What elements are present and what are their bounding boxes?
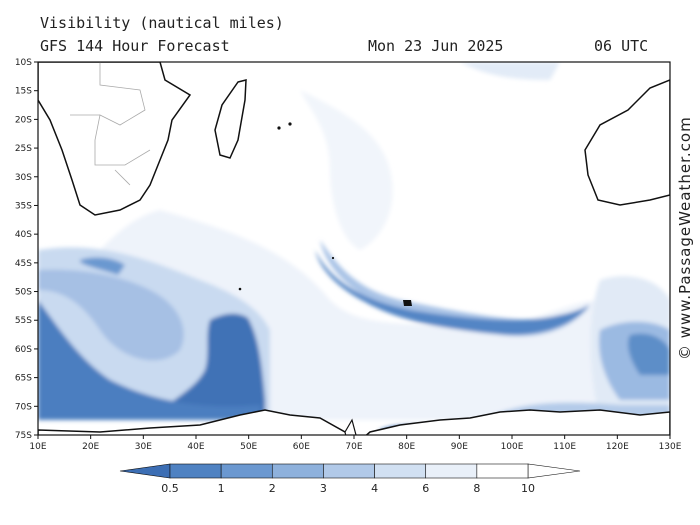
legend-swatch: [323, 463, 375, 479]
lat-tick-label: 65S: [15, 374, 32, 384]
lat-tick-label: 40S: [15, 230, 32, 240]
lon-tick-label: 10E: [29, 442, 46, 452]
antarctic-peninsula: [344, 418, 357, 435]
lat-tick-label: 25S: [15, 144, 32, 154]
fog-zone-central: [150, 313, 265, 420]
lon-tick-label: 100E: [501, 442, 524, 452]
lat-tick-label: 55S: [15, 316, 32, 326]
australia-landmass: [584, 79, 670, 206]
legend-label: 8: [473, 482, 480, 495]
legend-label: 4: [371, 482, 378, 495]
lon-tick-label: 130E: [659, 442, 682, 452]
kerguelen-island: [403, 300, 412, 306]
forecast-subtitle: GFS 144 Hour Forecast: [40, 37, 230, 55]
lat-tick-label: 20S: [15, 115, 32, 125]
legend-label: 10: [521, 482, 535, 495]
map-area: [38, 62, 670, 435]
africa-borders: [70, 62, 151, 186]
lat-tick-label: 50S: [15, 288, 32, 298]
lon-tick-label: 110E: [553, 442, 576, 452]
legend-label: 1: [218, 482, 225, 495]
haze-zone-mid: [300, 90, 393, 250]
lon-tick-label: 60E: [293, 442, 310, 452]
lon-tick-label: 120E: [606, 442, 629, 452]
fog-zone-east: [628, 333, 670, 375]
antarctica-west: [38, 409, 349, 435]
fog-zone-southwest: [38, 300, 262, 420]
lat-tick-label: 70S: [15, 402, 32, 412]
legend-labels: 0.5 1 2 3 4 6 8 10: [161, 482, 535, 495]
legend: 0.5 1 2 3 4 6 8 10: [119, 463, 581, 495]
lon-tick-label: 30E: [135, 442, 152, 452]
legend-label: 3: [320, 482, 327, 495]
madagascar: [214, 79, 247, 159]
lon-tick-label: 50E: [240, 442, 257, 452]
legend-label: 0.5: [161, 482, 179, 495]
legend-arrow-high: [527, 463, 581, 479]
legend-swatches: [169, 463, 529, 479]
legend-arrow-low: [119, 463, 171, 479]
lat-tick-label: 35S: [15, 201, 32, 211]
legend-swatch: [374, 463, 427, 479]
reunion-island: [288, 122, 292, 126]
legend-swatch: [220, 463, 273, 479]
lat-tick-label: 30S: [15, 173, 32, 183]
lon-tick-label: 20E: [82, 442, 99, 452]
legend-label: 2: [269, 482, 276, 495]
antarctica-east: [365, 409, 670, 435]
forecast-date: Mon 23 Jun 2025: [368, 37, 504, 55]
longitude-axis: 10E 20E 30E 40E 50E 60E 70E 80E 90E 100E 110E 120E 1…: [29, 435, 682, 452]
lat-tick-label: 60S: [15, 345, 32, 355]
forecast-time: 06 UTC: [594, 37, 649, 55]
lat-tick-label: 45S: [15, 259, 32, 269]
haze-zone-north: [460, 62, 560, 80]
lon-tick-label: 40E: [187, 442, 204, 452]
africa-landmass: [38, 62, 192, 216]
legend-swatch: [169, 463, 222, 479]
lat-tick-label: 75S: [15, 431, 32, 441]
lat-tick-label: 10S: [15, 58, 32, 68]
legend-swatch: [271, 463, 324, 479]
lon-tick-label: 90E: [451, 442, 468, 452]
fog-patch-west: [80, 257, 125, 275]
crozet-island: [238, 287, 242, 291]
amsterdam-island: [331, 256, 335, 260]
mauritius-island: [277, 126, 281, 130]
lat-tick-label: 15S: [15, 87, 32, 97]
map-title: Visibility (nautical miles): [40, 14, 284, 32]
fog-band-frontal: [315, 250, 590, 335]
latitude-axis: 10S 15S 20S 25S 30S 35S 40S 45S 50S 55S 60S 65S 70S 7…: [15, 58, 38, 441]
visibility-field: [38, 62, 670, 435]
legend-label: 6: [422, 482, 429, 495]
lon-tick-label: 80E: [398, 442, 415, 452]
legend-swatch: [425, 463, 478, 479]
legend-swatch: [476, 463, 529, 479]
band-light-west: [38, 269, 184, 361]
lon-tick-label: 70E: [345, 442, 362, 452]
